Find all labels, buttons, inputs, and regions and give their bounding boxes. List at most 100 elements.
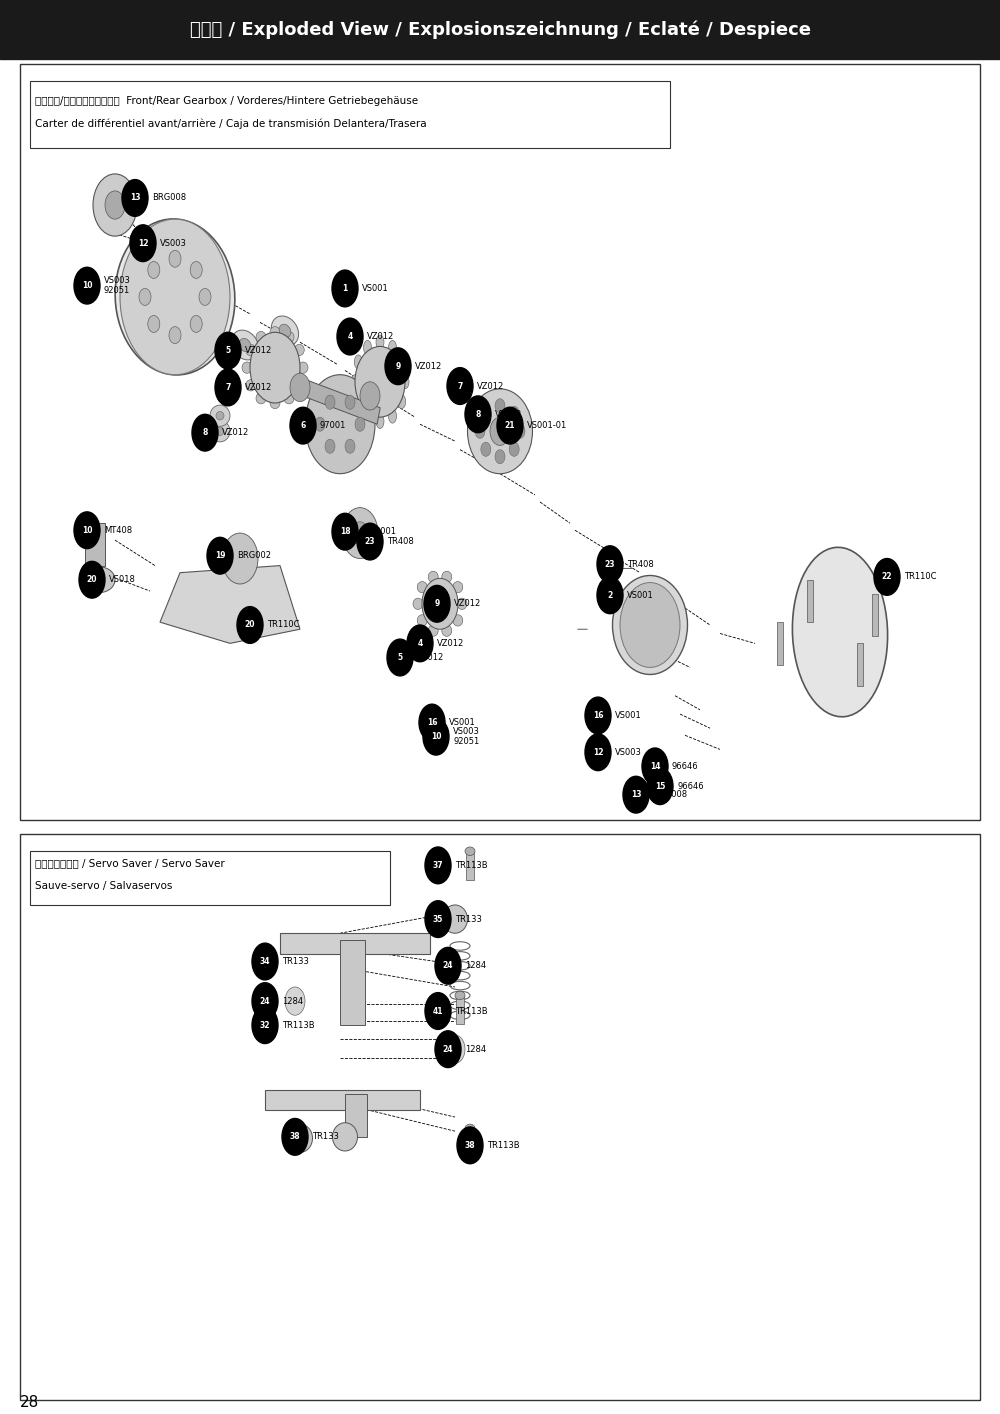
Text: 7: 7 [457,382,463,390]
Circle shape [874,559,900,595]
Text: 35: 35 [433,915,443,923]
Text: 22: 22 [882,573,892,581]
Circle shape [387,639,413,676]
Circle shape [355,417,365,431]
Ellipse shape [288,1124,312,1152]
Ellipse shape [612,575,688,674]
Text: 分解図 / Exploded View / Explosionszeichnung / Eclaté / Despiece: 分解図 / Exploded View / Explosionszeichnun… [190,20,810,40]
Bar [456,995,464,1024]
Bar [280,933,430,954]
Text: 8: 8 [202,428,208,437]
Ellipse shape [364,341,372,355]
Text: TR113B: TR113B [455,1007,488,1015]
Circle shape [252,983,278,1019]
Ellipse shape [216,427,224,436]
Text: 24: 24 [260,997,270,1005]
Circle shape [252,1007,278,1044]
Ellipse shape [210,404,230,427]
Circle shape [305,375,375,474]
Circle shape [490,417,510,445]
Circle shape [337,318,363,355]
Circle shape [190,315,202,332]
Text: 24: 24 [443,962,453,970]
Ellipse shape [376,414,384,428]
Text: 5: 5 [397,653,403,662]
Text: 1: 1 [342,284,348,293]
Circle shape [435,1031,461,1068]
Ellipse shape [453,581,463,592]
Circle shape [148,262,160,279]
Text: TR113B: TR113B [282,1021,315,1029]
Text: VZ012: VZ012 [454,600,481,608]
FancyBboxPatch shape [30,81,670,148]
Ellipse shape [246,380,256,390]
Circle shape [597,546,623,583]
Bar [345,1094,367,1137]
Text: VS001: VS001 [362,284,389,293]
Text: 9: 9 [395,362,401,370]
Circle shape [419,704,445,741]
Ellipse shape [455,991,465,1000]
Ellipse shape [364,409,372,423]
Circle shape [199,288,211,305]
Circle shape [285,987,305,1015]
Circle shape [93,174,137,236]
Circle shape [642,748,668,785]
Text: Carter de différentiel avant/arrière / Caja de transmisión Delantera/Trasera: Carter de différentiel avant/arrière / C… [35,119,427,129]
Bar [265,1090,420,1110]
Circle shape [315,417,325,431]
Circle shape [345,395,355,409]
Text: 38: 38 [465,1141,475,1150]
Circle shape [192,414,218,451]
Ellipse shape [246,345,256,356]
Ellipse shape [354,395,362,409]
Text: VS018: VS018 [109,575,136,584]
Ellipse shape [465,1124,475,1133]
Circle shape [407,625,433,662]
Circle shape [597,577,623,614]
Text: 28: 28 [20,1394,39,1410]
Circle shape [190,262,202,279]
Text: 41: 41 [433,1007,443,1015]
Circle shape [425,847,451,884]
Circle shape [282,1118,308,1155]
Circle shape [250,332,300,403]
Circle shape [481,406,491,420]
FancyBboxPatch shape [20,64,980,820]
Circle shape [585,734,611,771]
Text: 96646: 96646 [677,782,704,790]
Text: 23: 23 [365,537,375,546]
Circle shape [509,443,519,457]
Bar [130,235,155,246]
Text: 14: 14 [650,762,660,771]
Circle shape [447,368,473,404]
Ellipse shape [401,375,409,389]
Ellipse shape [417,615,427,626]
Ellipse shape [388,341,396,355]
Ellipse shape [294,380,304,390]
Text: 10: 10 [82,526,92,534]
Text: 20: 20 [87,575,97,584]
Text: 18: 18 [340,527,350,536]
Circle shape [585,697,611,734]
Ellipse shape [417,581,427,592]
Text: TR133: TR133 [312,1133,339,1141]
Circle shape [139,288,151,305]
Circle shape [465,396,491,433]
Text: VS001: VS001 [615,711,642,720]
Bar [857,643,863,686]
Text: 37: 37 [433,861,443,870]
Ellipse shape [453,615,463,626]
Text: MT408: MT408 [104,526,132,534]
Text: 16: 16 [593,711,603,720]
Text: VS003: VS003 [160,239,187,247]
Text: 1284: 1284 [465,1045,486,1053]
Ellipse shape [284,331,294,342]
Text: TR133: TR133 [455,915,482,923]
Circle shape [130,225,156,262]
Bar [295,376,380,424]
Text: VS001: VS001 [449,718,476,727]
Ellipse shape [231,329,259,361]
Text: 97001: 97001 [320,421,346,430]
Circle shape [74,267,100,304]
